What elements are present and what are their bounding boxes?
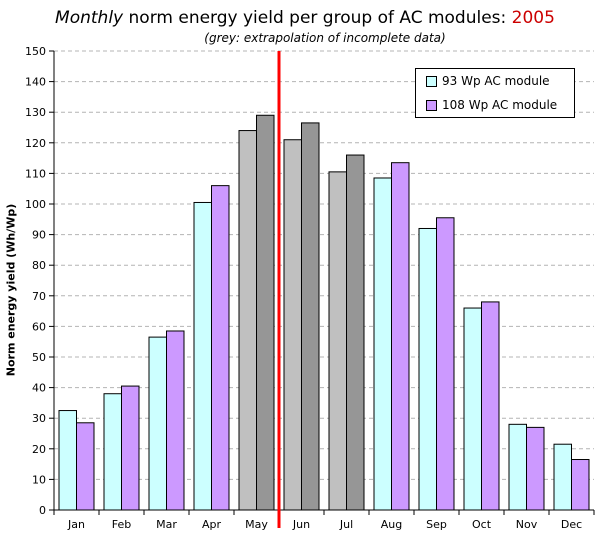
bar-jul-series2: [346, 154, 365, 511]
bar-jan-series2: [76, 422, 95, 511]
y-tick-label: 140: [25, 76, 46, 89]
bar-mar-series2: [166, 330, 185, 511]
y-tick-label: 60: [32, 320, 46, 333]
chart-title-year: 2005: [511, 8, 555, 28]
x-tick-label: Jun: [292, 518, 310, 531]
bar-oct-series1: [463, 307, 482, 511]
y-tick-label: 110: [25, 167, 46, 180]
y-tick-label: 50: [32, 351, 46, 364]
chart-subtitle: (grey: extrapolation of incomplete data): [204, 31, 446, 45]
x-tick-label: May: [245, 518, 268, 531]
bar-mar-series1: [148, 336, 167, 511]
y-tick-label: 80: [32, 259, 46, 272]
legend-swatch-series1: [426, 75, 437, 87]
bar-may-series1: [238, 130, 257, 511]
bar-feb-series2: [121, 385, 140, 511]
bar-nov-series1: [508, 423, 527, 511]
bar-oct-series2: [481, 301, 500, 511]
bar-aug-series2: [391, 162, 410, 511]
y-tick-label: 40: [32, 382, 46, 395]
chart-title: Monthly norm energy yield per group of A…: [0, 8, 610, 28]
bar-nov-series2: [526, 426, 545, 511]
y-tick-label: 150: [25, 45, 46, 58]
bar-jun-series2: [301, 122, 320, 511]
x-tick-label: Jan: [67, 518, 85, 531]
y-tick-label: 10: [32, 473, 46, 486]
x-tick-label: Dec: [561, 518, 582, 531]
y-tick-label: 90: [32, 229, 46, 242]
y-tick-label: 70: [32, 290, 46, 303]
bar-sep-series2: [436, 217, 455, 511]
chart-title-main: norm energy yield per group of AC module…: [123, 8, 512, 28]
legend-item-series1: 93 Wp AC module: [426, 74, 550, 88]
bar-dec-series2: [571, 459, 590, 511]
y-tick-label: 100: [25, 198, 46, 211]
bar-sep-series1: [418, 227, 437, 511]
y-tick-label: 130: [25, 106, 46, 119]
y-tick-label: 20: [32, 443, 46, 456]
bar-apr-series2: [211, 185, 230, 511]
x-tick-label: Aug: [381, 518, 402, 531]
x-tick-label: Mar: [156, 518, 177, 531]
bar-feb-series1: [103, 393, 122, 511]
x-tick-label: Jul: [339, 518, 353, 531]
x-tick-label: Sep: [426, 518, 447, 531]
legend-item-series2: 108 Wp AC module: [426, 98, 557, 112]
bar-jul-series1: [328, 171, 347, 511]
x-tick-label: Feb: [112, 518, 131, 531]
bar-dec-series1: [553, 443, 572, 511]
y-tick-label: 0: [39, 504, 46, 517]
legend-label-series2: 108 Wp AC module: [442, 98, 558, 112]
x-tick-label: Nov: [516, 518, 538, 531]
x-tick-label: Apr: [202, 518, 222, 531]
chart-title-italic: Monthly: [55, 8, 124, 28]
bar-apr-series1: [193, 201, 212, 511]
bar-jan-series1: [58, 410, 77, 511]
y-tick-label: 30: [32, 412, 46, 425]
y-tick-label: 120: [25, 137, 46, 150]
bar-aug-series1: [373, 177, 392, 511]
legend: 93 Wp AC module 108 Wp AC module: [415, 68, 575, 118]
legend-label-series1: 93 Wp AC module: [442, 74, 550, 88]
bar-may-series2: [256, 114, 275, 511]
x-tick-label: Oct: [472, 518, 492, 531]
bar-jun-series1: [283, 139, 302, 511]
legend-swatch-series2: [426, 99, 437, 111]
